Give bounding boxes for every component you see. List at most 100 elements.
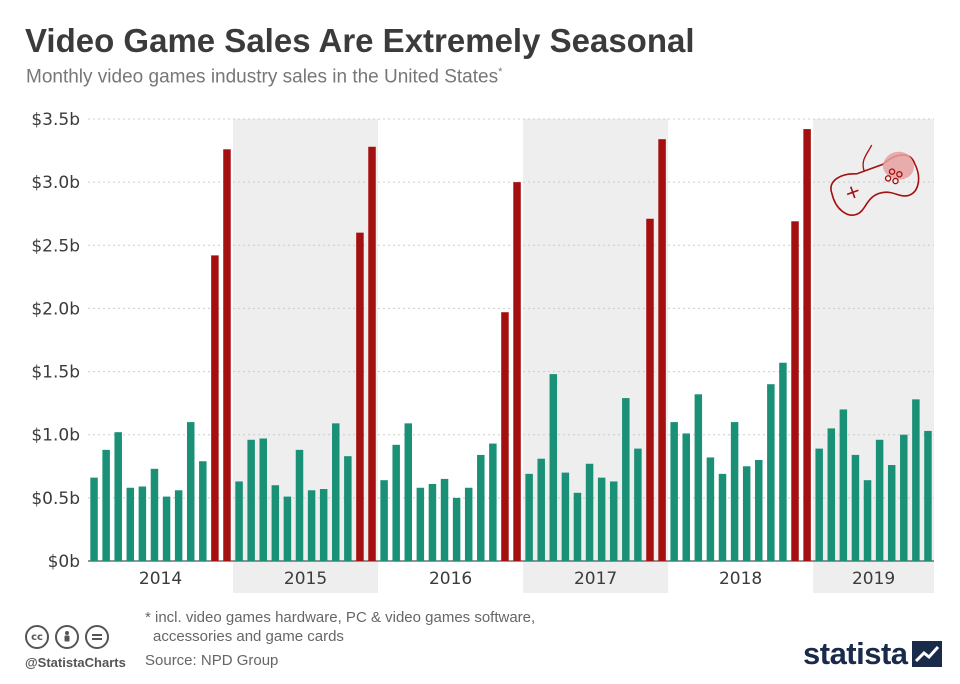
bar [416, 487, 425, 561]
chart-subtitle: Monthly video games industry sales in th… [26, 66, 502, 88]
x-axis-labels: 2014 2015 2016 2017 2018 2019 [139, 569, 895, 589]
bar [150, 468, 159, 561]
bar [791, 221, 799, 561]
footnote-line-2: accessories and game cards [153, 628, 344, 645]
bar [259, 438, 267, 561]
bar [561, 472, 570, 561]
bar [344, 456, 352, 561]
bar [307, 490, 316, 561]
y-tick-label: $3.5b [31, 110, 80, 130]
bar [779, 362, 787, 561]
bar [839, 409, 848, 561]
bar [682, 433, 690, 561]
bar [283, 496, 292, 561]
bar [235, 481, 243, 561]
license-icons: cc [25, 625, 109, 649]
bar [585, 463, 594, 561]
bar [501, 312, 509, 561]
bar [549, 374, 558, 561]
bar [622, 398, 630, 561]
bar-chart: 2014 2015 2016 2017 2018 2019 $0b $0.5b $1.0b $1… [31, 110, 934, 593]
bar [658, 139, 666, 561]
bar [440, 478, 449, 561]
footnote-line-1: * incl. video games hardware, PC & video… [145, 609, 536, 626]
bar [162, 496, 171, 561]
bar [138, 486, 147, 561]
bar [537, 458, 545, 561]
x-tick-label: 2018 [719, 569, 762, 589]
bar [513, 182, 521, 561]
statista-wordmark: statista [803, 636, 908, 671]
by-icon [55, 625, 79, 649]
bar [223, 149, 231, 561]
bar [863, 480, 872, 561]
nd-icon [85, 625, 109, 649]
y-tick-label: $2.0b [31, 299, 80, 319]
bar [452, 497, 461, 561]
bar [730, 422, 739, 561]
bar [525, 473, 533, 561]
y-tick-label: $3.0b [31, 173, 80, 193]
x-tick-label: 2014 [139, 569, 182, 589]
bar [464, 487, 473, 561]
bar [694, 394, 703, 561]
bar [900, 434, 908, 561]
bar [924, 430, 932, 561]
bar [742, 466, 751, 561]
y-tick-label: $1.5b [31, 363, 80, 383]
x-tick-label: 2019 [852, 569, 895, 589]
bar [573, 492, 582, 561]
bar [356, 232, 364, 561]
bar [126, 487, 135, 561]
chart-title: Video Game Sales Are Extremely Seasonal [25, 22, 695, 59]
bar [767, 384, 775, 561]
source-note: Source: NPD Group [145, 652, 279, 669]
gamepad-icon [830, 144, 920, 216]
social-handle: @StatistaCharts [25, 655, 126, 670]
y-tick-label: $2.5b [31, 236, 80, 256]
bar [332, 423, 340, 561]
bar [827, 428, 836, 561]
bar [174, 490, 183, 561]
bar [609, 481, 618, 561]
y-tick-label: $0b [48, 552, 80, 572]
bar [211, 255, 219, 562]
bar [186, 422, 195, 561]
bar [90, 477, 98, 561]
bar [718, 473, 727, 561]
x-tick-label: 2017 [574, 569, 617, 589]
bar [428, 483, 437, 561]
bar [670, 422, 678, 561]
year-band-2017 [523, 119, 669, 593]
bar [815, 448, 823, 561]
bar [646, 218, 654, 561]
footnote: * incl. video games hardware, PC & video… [145, 608, 535, 646]
bar [477, 454, 485, 561]
statista-logo[interactable]: statista [803, 636, 942, 672]
y-tick-label: $1.0b [31, 426, 80, 446]
x-tick-label: 2016 [429, 569, 472, 589]
bar [489, 443, 497, 561]
bar [199, 461, 207, 561]
bar [380, 480, 388, 561]
y-axis-labels: $0b $0.5b $1.0b $1.5b $2.0b $2.5b $3.0b $3.5b [31, 110, 80, 572]
bar [755, 459, 763, 561]
bar [368, 146, 376, 562]
statista-mark-icon [911, 641, 942, 667]
cc-icon: cc [25, 625, 49, 649]
bar [634, 448, 642, 561]
bar [271, 485, 280, 561]
year-band-2015 [233, 119, 379, 593]
bar [114, 432, 122, 561]
bar [404, 423, 413, 561]
bar [102, 449, 110, 561]
x-tick-label: 2015 [284, 569, 327, 589]
bars [90, 129, 932, 562]
bar [597, 477, 606, 561]
subtitle-text: Monthly video games industry sales in th… [26, 66, 499, 88]
bar [319, 489, 328, 561]
bar [912, 399, 920, 561]
bar [875, 439, 884, 561]
subtitle-footnote-marker: * [498, 66, 503, 78]
bar [803, 129, 811, 562]
